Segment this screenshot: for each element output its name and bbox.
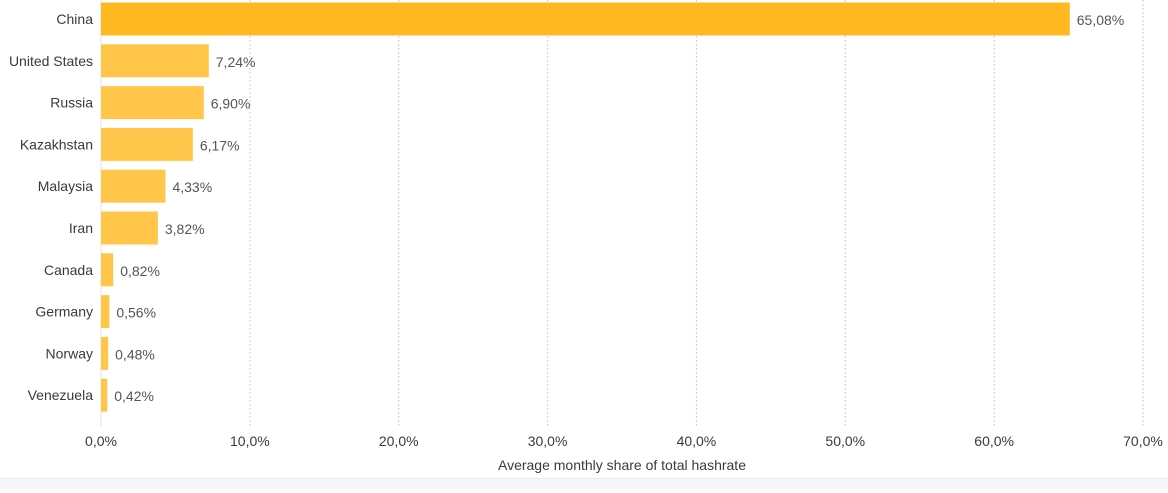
category-label: Kazakhstan <box>20 136 93 152</box>
x-tick-label: 30,0% <box>528 433 568 449</box>
bar-malaysia[interactable] <box>101 169 166 203</box>
bar-norway[interactable] <box>101 336 109 370</box>
x-tick-label: 50,0% <box>825 433 865 449</box>
bar-venezuela[interactable] <box>101 378 108 412</box>
category-label: China <box>56 11 93 27</box>
x-tick-label: 70,0% <box>1123 433 1163 449</box>
category-label: Russia <box>50 95 93 111</box>
category-label: Venezuela <box>28 387 94 403</box>
bottom-strip <box>0 478 1168 489</box>
category-label: Germany <box>35 304 93 320</box>
data-label: 7,24% <box>216 54 256 70</box>
data-label: 6,90% <box>211 96 251 112</box>
data-label: 0,82% <box>120 263 160 279</box>
x-tick-label: 20,0% <box>379 433 419 449</box>
bar-china[interactable] <box>101 2 1070 36</box>
data-label: 0,56% <box>116 305 156 321</box>
data-label: 65,08% <box>1077 12 1124 28</box>
bar-layer <box>101 2 1070 412</box>
category-label: Canada <box>44 262 93 278</box>
data-label: 4,33% <box>172 179 212 195</box>
label-layer: 0,0% 10,0% 20,0% 30,0% 40,0% 50,0% 60,0% 70,0% C… <box>9 11 1163 449</box>
category-label: United States <box>9 53 93 69</box>
data-label: 3,82% <box>165 221 205 237</box>
x-tick-label: 10,0% <box>230 433 270 449</box>
x-tick-label: 40,0% <box>677 433 717 449</box>
bar-iran[interactable] <box>101 211 158 245</box>
category-label: Norway <box>46 345 93 361</box>
x-axis-title: Average monthly share of total hashrate <box>498 457 746 473</box>
data-label: 6,17% <box>200 137 240 153</box>
bar-russia[interactable] <box>101 86 204 120</box>
data-label: 0,48% <box>115 346 155 362</box>
bar-germany[interactable] <box>101 295 110 329</box>
bar-united-states[interactable] <box>101 44 209 78</box>
category-label: Iran <box>69 220 93 236</box>
data-label: 0,42% <box>114 388 154 404</box>
x-tick-label: 60,0% <box>974 433 1014 449</box>
category-label: Malaysia <box>38 178 93 194</box>
bar-kazakhstan[interactable] <box>101 127 193 161</box>
bar-canada[interactable] <box>101 253 114 287</box>
grid-layer <box>100 0 1144 426</box>
x-tick-label: 0,0% <box>85 433 117 449</box>
